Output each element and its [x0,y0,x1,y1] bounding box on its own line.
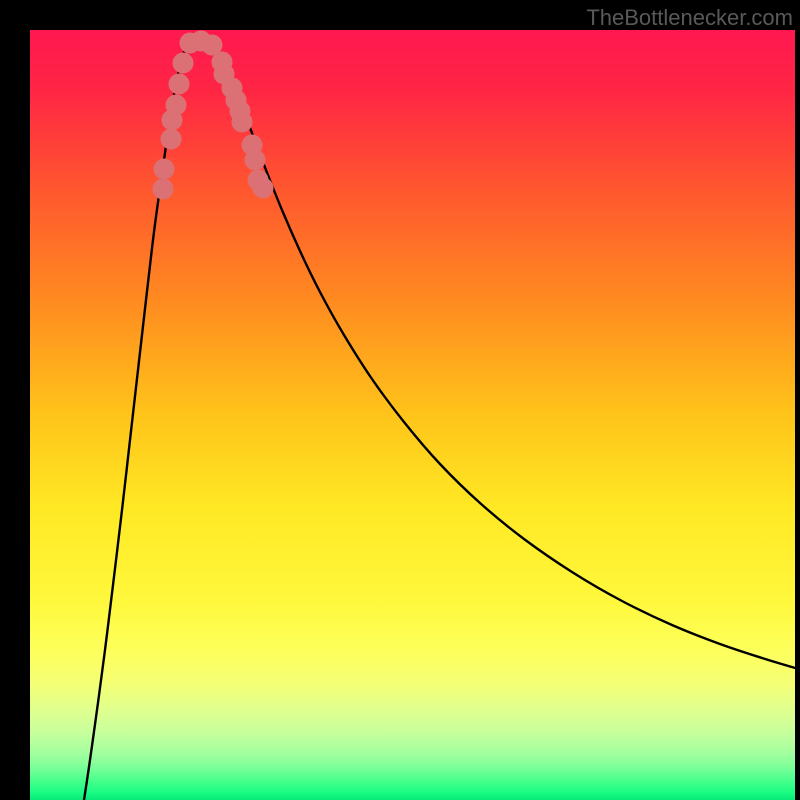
curve-right [197,36,795,668]
marker-layer [153,31,273,199]
curve-left [84,36,197,800]
marker-dot [245,150,265,170]
watermark-text: TheBottlenecker.com [586,5,793,31]
marker-dot [161,129,181,149]
marker-dot [173,53,193,73]
marker-dot [169,74,189,94]
marker-dot [154,159,174,179]
marker-dot [253,178,273,198]
curve-layer [84,36,795,800]
marker-dot [153,179,173,199]
chart-svg [0,0,800,800]
marker-dot [166,95,186,115]
chart-container: TheBottlenecker.com [0,0,800,800]
marker-dot [232,112,252,132]
